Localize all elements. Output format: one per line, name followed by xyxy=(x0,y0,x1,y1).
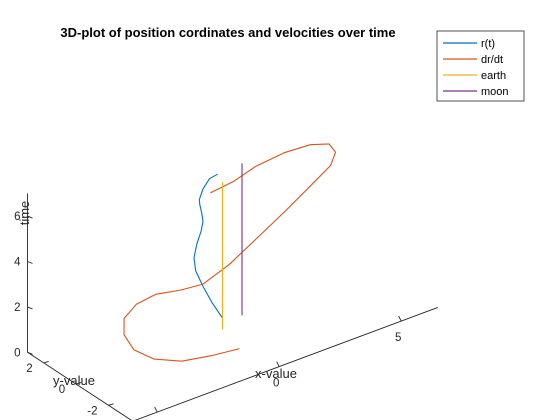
z-tick-mark xyxy=(27,261,33,264)
z-tick-label: 6 xyxy=(14,211,20,223)
z-tick-mark xyxy=(27,306,33,310)
y-tick-mark xyxy=(43,360,49,364)
y-axis-line xyxy=(27,351,132,420)
legend-label: earth xyxy=(481,70,506,82)
x-axis-line xyxy=(134,307,438,420)
x-tick-mark xyxy=(154,406,158,413)
x-axis-label: x-value xyxy=(255,366,297,381)
x-tick-label: 5 xyxy=(395,332,401,344)
series-line-dr-dt xyxy=(123,143,337,362)
legend-label: dr/dt xyxy=(481,54,503,66)
z-tick-label: 0 xyxy=(14,347,20,359)
z-tick-label: 4 xyxy=(14,257,21,269)
legend-items: r(t) dr/dt earth moon xyxy=(443,38,509,98)
y-tick-label: 0 xyxy=(59,384,65,396)
legend-label: moon xyxy=(481,86,509,98)
legend: r(t) dr/dt earth moon xyxy=(436,30,525,102)
series-line-r-t xyxy=(193,173,223,319)
y-tick-label: 2 xyxy=(26,363,32,375)
series-group xyxy=(123,143,337,362)
y-axis-label: y-value xyxy=(53,373,95,388)
chart-title: 3D-plot of position cordinates and veloc… xyxy=(60,25,395,40)
y-tick-label: -2 xyxy=(87,405,97,417)
x-tick-mark xyxy=(398,315,402,322)
y-tick-mark xyxy=(108,403,114,406)
z-axis-label: time xyxy=(17,201,32,226)
z-tick-mark xyxy=(27,215,33,219)
x-tick-mark xyxy=(276,361,280,367)
axes-group xyxy=(27,193,438,420)
z-tick-mark xyxy=(27,351,33,355)
x-tick-label: 0 xyxy=(273,378,279,390)
legend-label: r(t) xyxy=(481,38,495,50)
y-tick-mark xyxy=(75,382,82,385)
z-tick-label: 2 xyxy=(14,302,20,314)
